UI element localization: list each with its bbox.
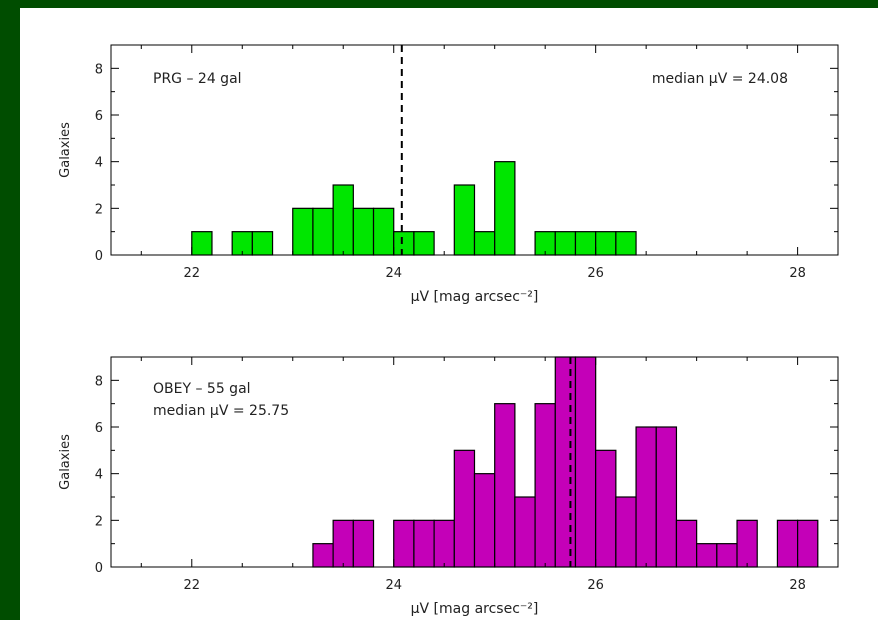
y-tick-label: 6	[95, 109, 103, 124]
y-tick-label: 4	[95, 156, 103, 171]
histogram-bar	[453, 184, 476, 256]
histogram-bar	[312, 207, 334, 256]
histogram-bar	[595, 449, 617, 568]
y-tick-label: 0	[95, 561, 103, 576]
x-tick-label: 26	[587, 578, 604, 593]
histogram-bar	[595, 231, 617, 256]
x-tick-label: 26	[587, 266, 604, 281]
sample-annotation: PRG – 24 gal	[153, 71, 242, 87]
histogram-bar	[696, 543, 718, 568]
y-tick-label: 8	[95, 374, 103, 389]
x-tick-label: 28	[789, 578, 806, 593]
histogram-bar	[534, 403, 556, 568]
histogram-bar	[372, 207, 395, 256]
x-tick-label: 22	[184, 266, 201, 281]
histogram-bar	[494, 403, 516, 568]
histogram-bar	[635, 426, 657, 568]
y-tick-label: 2	[95, 202, 103, 217]
y-axis-label: Galaxies	[58, 434, 73, 490]
x-tick-label: 24	[385, 266, 402, 281]
histogram-bar	[312, 543, 334, 568]
histogram-bar	[776, 519, 799, 568]
x-tick-label: 24	[385, 578, 402, 593]
histogram-bar	[352, 519, 375, 568]
histogram-bar	[393, 231, 415, 256]
y-tick-label: 4	[95, 468, 103, 483]
x-tick-label: 22	[184, 578, 201, 593]
histogram-bar	[716, 543, 738, 568]
histogram-bar	[292, 207, 314, 256]
histogram-bar	[494, 161, 516, 256]
histogram-bar	[797, 519, 819, 568]
y-tick-label: 0	[95, 249, 103, 264]
histogram-bar	[615, 496, 637, 568]
histogram-bar	[413, 519, 435, 568]
histogram-bar	[655, 426, 678, 568]
y-tick-label: 6	[95, 421, 103, 436]
histogram-bar	[393, 519, 415, 568]
y-tick-label: 2	[95, 514, 103, 529]
histogram-bar	[473, 473, 496, 568]
histogram-bar	[675, 519, 698, 568]
histogram-bar	[615, 231, 637, 256]
plot-frame	[110, 356, 839, 568]
histogram-bar	[554, 231, 577, 256]
median-annotation: median μV = 24.08	[652, 71, 788, 87]
figure: 0 2 4 6 8 22 24 26 28 Galaxies μV [mag arcsec⁻²] PR…	[20, 8, 878, 620]
x-axis-label: μV [mag arcsec⁻²]	[411, 289, 539, 305]
histogram-bar	[433, 519, 455, 568]
y-tick-label: 8	[95, 62, 103, 77]
histogram-bar	[453, 449, 476, 568]
histogram-bar	[574, 356, 597, 568]
histogram-bar	[554, 356, 577, 568]
x-axis-label: μV [mag arcsec⁻²]	[411, 601, 539, 617]
histogram-bar	[332, 184, 354, 256]
histogram-bar	[332, 519, 354, 568]
x-tick-label: 28	[789, 266, 806, 281]
histogram-bar	[191, 231, 213, 256]
histogram-bar	[473, 231, 496, 256]
histogram-bar	[413, 231, 435, 256]
histogram-bar	[736, 519, 758, 568]
y-axis-label: Galaxies	[58, 122, 73, 178]
sample-annotation: OBEY – 55 gal	[153, 381, 251, 397]
histogram-bar	[352, 207, 375, 256]
plot-frame	[110, 44, 839, 256]
median-annotation: median μV = 25.75	[153, 403, 289, 419]
histogram-bar	[514, 496, 536, 568]
histogram-bar	[574, 231, 597, 256]
histogram-bar	[251, 231, 274, 256]
